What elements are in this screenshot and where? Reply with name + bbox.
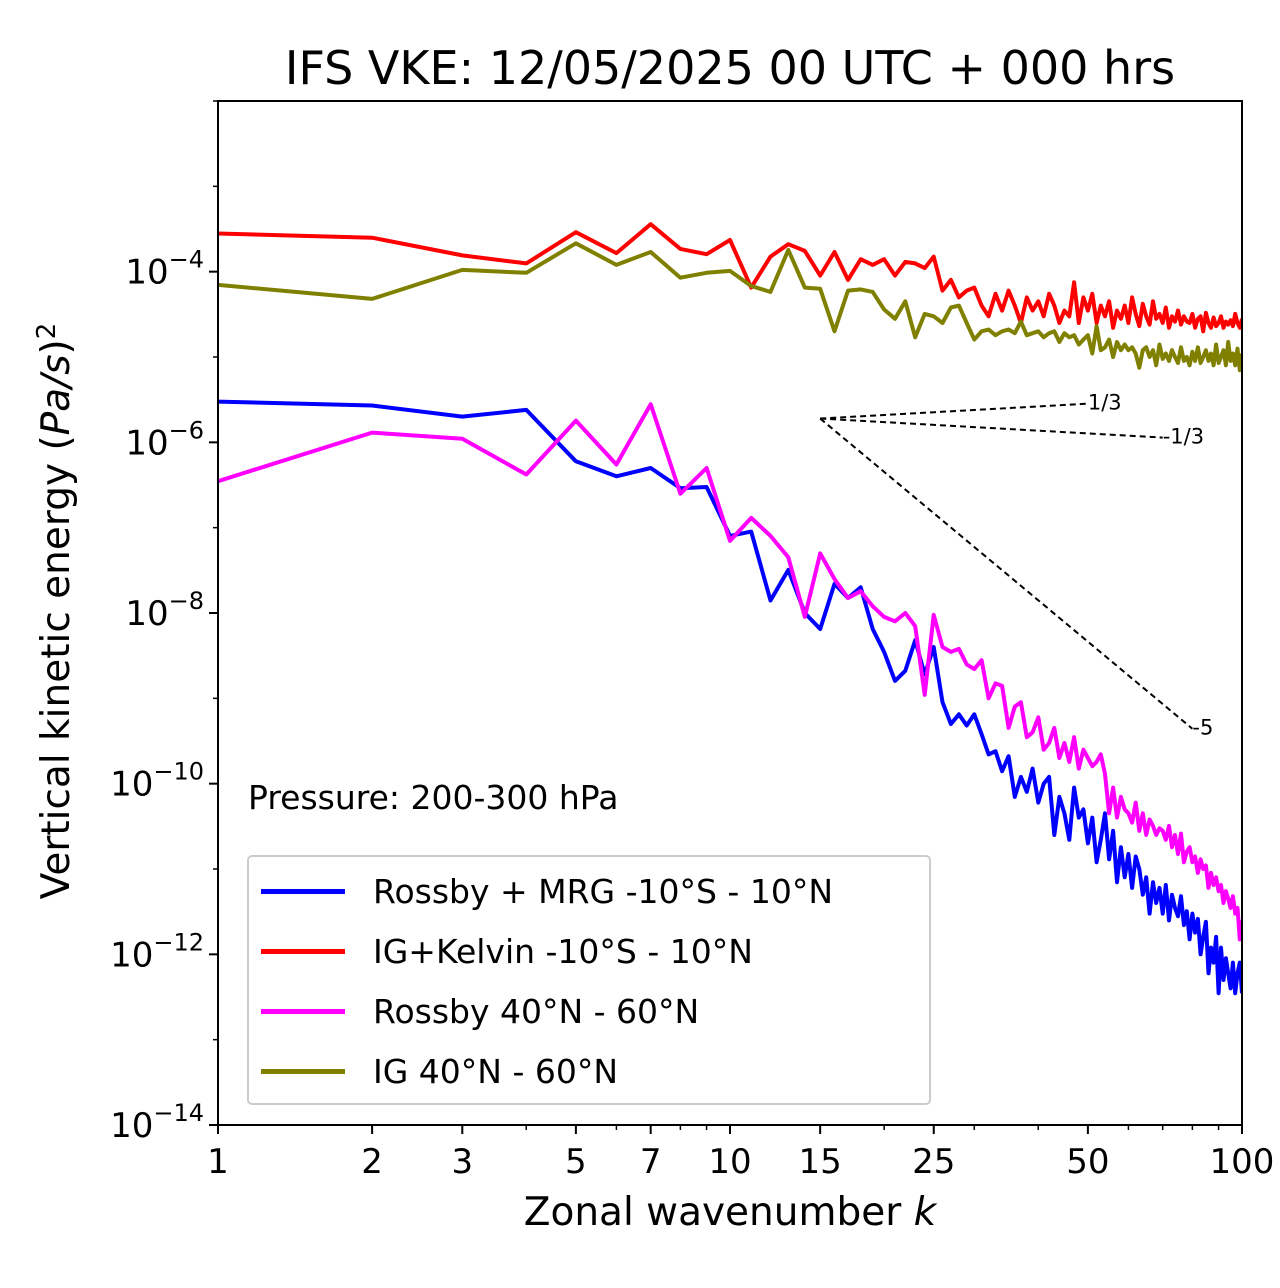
legend-swatch — [261, 888, 345, 894]
x-tick-label: 5 — [565, 1142, 587, 1182]
legend-swatch — [261, 1068, 345, 1074]
y-tick-exponent: −6 — [169, 416, 204, 444]
x-tick-label: 2 — [361, 1142, 383, 1182]
y-tick-label: 10−8 — [125, 587, 204, 634]
y-axis-label-text: Vertical kinetic energy (Pa/s) — [34, 339, 79, 900]
axes: 1 2 3 5 7 10 15 25 50 10010−410−610−810−1010−1210… — [110, 100, 1275, 1182]
x-tick-label: 25 — [912, 1142, 955, 1182]
y-tick-label: 10−14 — [110, 1099, 204, 1146]
series-line-1 — [218, 222, 1242, 334]
reference-line-label: -1/3 — [1163, 425, 1204, 449]
y-tick-base: 10 — [125, 594, 168, 634]
y-tick-exponent: −14 — [153, 1099, 204, 1127]
chart-title: IFS VKE: 12/05/2025 00 UTC + 000 hrs — [284, 41, 1176, 95]
y-tick-base: 10 — [125, 423, 168, 463]
y-tick-base: 10 — [125, 253, 168, 293]
x-tick-label: 50 — [1066, 1142, 1109, 1182]
reference-line-1 — [820, 417, 1163, 439]
reference-line-2 — [819, 417, 1194, 730]
legend-item-ig-kelvin: IG+Kelvin -10°S - 10°N — [261, 929, 753, 973]
y-tick-label: 10−12 — [110, 928, 204, 975]
x-tick-label: 1 — [207, 1142, 229, 1182]
x-axis-label-text: Zonal wavenumber — [523, 1190, 914, 1235]
reference-lines: 1/3 -1/3 -5 — [819, 391, 1213, 740]
x-axis-label-variable: k — [913, 1190, 937, 1235]
y-tick-label: 10−6 — [125, 416, 204, 463]
y-tick-exponent: −12 — [153, 928, 204, 956]
y-tick-label: 10−4 — [125, 246, 204, 293]
y-tick-label: 10−10 — [110, 758, 204, 805]
x-tick-label: 10 — [708, 1142, 751, 1182]
y-axis-label-power: 2 — [32, 322, 62, 340]
legend-item-rossby-mrg: Rossby + MRG -10°S - 10°N — [261, 869, 833, 913]
legend-label: Rossby 40°N - 60°N — [373, 991, 700, 1031]
series-line-3 — [218, 241, 1242, 373]
reference-line-label: -5 — [1192, 716, 1213, 740]
y-tick-exponent: −8 — [169, 587, 204, 615]
x-tick-label: 7 — [640, 1142, 662, 1182]
x-tick-label: 15 — [799, 1142, 842, 1182]
reference-line-label: 1/3 — [1088, 391, 1122, 415]
legend: Rossby + MRG -10°S - 10°N IG+Kelvin -10°… — [247, 855, 931, 1105]
y-tick-base: 10 — [110, 935, 153, 975]
x-tick-label: 3 — [451, 1142, 473, 1182]
x-tick-label: 100 — [1210, 1142, 1275, 1182]
y-axis-label-unit: Pa/s — [34, 354, 79, 436]
legend-swatch — [261, 948, 345, 954]
series-layer — [218, 222, 1242, 996]
legend-swatch — [261, 1008, 345, 1014]
legend-item-rossby-midlat: Rossby 40°N - 60°N — [261, 989, 699, 1033]
y-tick-exponent: −4 — [169, 246, 204, 274]
x-axis-label: Zonal wavenumber k — [218, 1190, 1242, 1236]
legend-item-ig-midlat: IG 40°N - 60°N — [261, 1049, 618, 1093]
y-tick-base: 10 — [110, 1106, 153, 1146]
series-line-2 — [218, 402, 1242, 942]
reference-line-0 — [820, 402, 1088, 420]
y-axis-label: Vertical kinetic energy (Pa/s)2 — [24, 323, 80, 900]
legend-label: Rossby + MRG -10°S - 10°N — [373, 871, 834, 911]
legend-label: IG+Kelvin -10°S - 10°N — [373, 931, 753, 971]
legend-label: IG 40°N - 60°N — [373, 1051, 619, 1091]
y-tick-exponent: −10 — [153, 758, 204, 786]
y-tick-base: 10 — [110, 765, 153, 805]
pressure-annotation: Pressure: 200-300 hPa — [248, 778, 619, 817]
